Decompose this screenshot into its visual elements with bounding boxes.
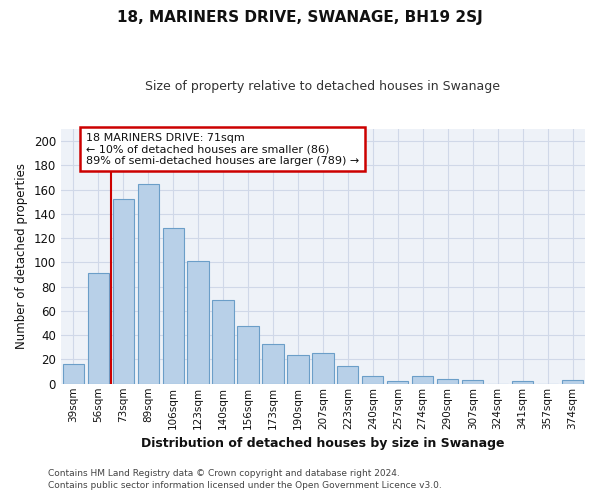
Bar: [437, 379, 458, 384]
Bar: [62, 364, 84, 384]
Bar: [163, 228, 184, 384]
Text: 18 MARINERS DRIVE: 71sqm
← 10% of detached houses are smaller (86)
89% of semi-d: 18 MARINERS DRIVE: 71sqm ← 10% of detach…: [86, 132, 359, 166]
Title: Size of property relative to detached houses in Swanage: Size of property relative to detached ho…: [145, 80, 500, 93]
Text: Contains HM Land Registry data © Crown copyright and database right 2024.
Contai: Contains HM Land Registry data © Crown c…: [48, 468, 442, 490]
Text: 18, MARINERS DRIVE, SWANAGE, BH19 2SJ: 18, MARINERS DRIVE, SWANAGE, BH19 2SJ: [117, 10, 483, 25]
Bar: [412, 376, 433, 384]
Bar: [137, 184, 159, 384]
Y-axis label: Number of detached properties: Number of detached properties: [15, 164, 28, 350]
Bar: [512, 382, 533, 384]
Bar: [238, 326, 259, 384]
Bar: [562, 380, 583, 384]
Bar: [187, 261, 209, 384]
Bar: [88, 274, 109, 384]
Bar: [387, 382, 409, 384]
Bar: [287, 354, 308, 384]
Bar: [113, 200, 134, 384]
Bar: [262, 344, 284, 384]
Bar: [462, 380, 483, 384]
Bar: [362, 376, 383, 384]
Bar: [337, 366, 358, 384]
Bar: [312, 354, 334, 384]
X-axis label: Distribution of detached houses by size in Swanage: Distribution of detached houses by size …: [141, 437, 505, 450]
Bar: [212, 300, 233, 384]
